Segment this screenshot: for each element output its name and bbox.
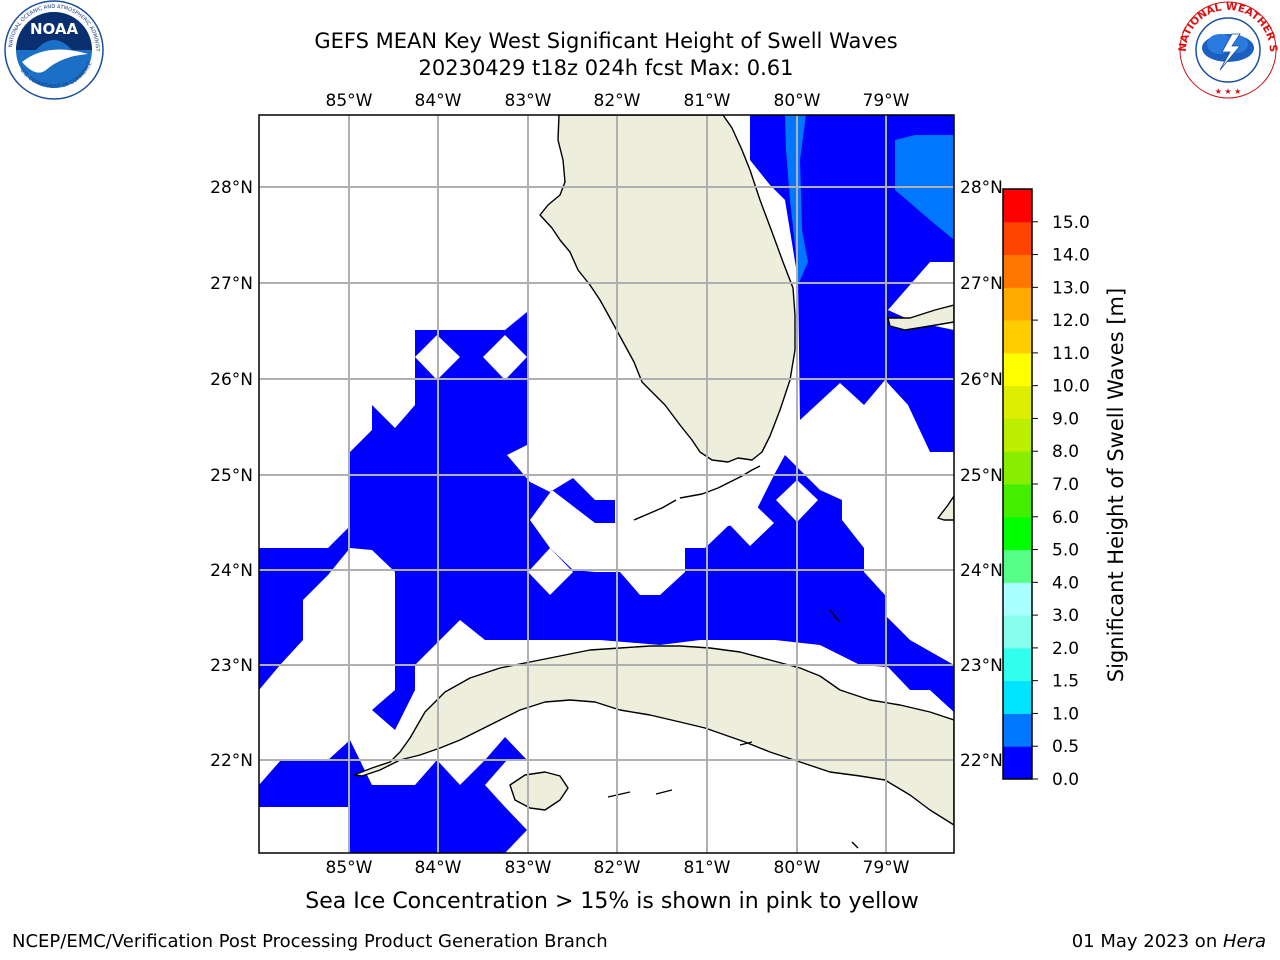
colorbar-swatch <box>1003 484 1032 518</box>
colorbar-tick-label: 4.0 <box>1052 573 1079 593</box>
noaa-logo-text: NOAA <box>30 20 79 38</box>
lat-label: 22°N <box>960 751 1003 771</box>
colorbar-swatch <box>1003 680 1032 714</box>
map-title: GEFS MEAN Key West Significant Height of… <box>314 29 898 53</box>
colorbar-swatch <box>1003 385 1032 419</box>
lat-label: 22°N <box>210 751 253 771</box>
lon-label: 81°W <box>684 858 731 878</box>
colorbar-swatch <box>1003 647 1032 682</box>
colorbar-swatch <box>1003 516 1032 551</box>
sea-ice-note: Sea Ice Concentration > 15% is shown in … <box>305 889 919 914</box>
lon-label: 79°W <box>863 858 910 878</box>
colorbar-tick-label: 10.0 <box>1052 377 1090 397</box>
colorbar-tick-label: 1.0 <box>1052 704 1079 724</box>
colorbar-ticks: 0.0 0.5 1.0 1.5 2.0 3.0 4.0 5.0 6.0 7.0 8.0 9.0 10.0… <box>1032 213 1090 790</box>
lon-label: 81°W <box>684 91 731 111</box>
lon-label: 85°W <box>326 858 373 878</box>
gridlines <box>259 115 954 853</box>
svg-text:★ ★ ★: ★ ★ ★ <box>1215 87 1242 96</box>
colorbar-swatch <box>1003 451 1032 485</box>
colorbar-tick-label: 7.0 <box>1052 475 1079 495</box>
map-subtitle: 20230429 t18z 024h fcst Max: 0.61 <box>418 56 794 80</box>
lat-label: 23°N <box>210 656 253 676</box>
map-area <box>259 115 954 853</box>
lat-label: 25°N <box>960 466 1003 486</box>
colorbar-tick-label: 6.0 <box>1052 508 1079 528</box>
lon-label: 85°W <box>326 91 373 111</box>
colorbar-tick-label: 0.0 <box>1052 770 1079 790</box>
colorbar-tick-label: 12.0 <box>1052 311 1090 331</box>
colorbar-label: Significant Height of Swell Waves [m] <box>1104 288 1128 682</box>
lon-label: 82°W <box>594 858 641 878</box>
lat-label: 28°N <box>210 178 253 198</box>
colorbar-swatch <box>1003 746 1032 780</box>
colorbar-tick-label: 8.0 <box>1052 442 1079 462</box>
lat-label: 25°N <box>210 466 253 486</box>
lon-label: 83°W <box>505 91 552 111</box>
noaa-logo: NOAA NATIONAL OCEANIC AND ATMOSPHERIC AD… <box>2 0 104 100</box>
lat-label: 24°N <box>960 561 1003 581</box>
colorbar-tick-label: 0.5 <box>1052 737 1079 757</box>
lat-label: 27°N <box>960 274 1003 294</box>
colorbar-swatch <box>1003 221 1032 256</box>
lon-label: 80°W <box>774 858 821 878</box>
map-frame <box>258 114 955 854</box>
lon-label: 79°W <box>863 91 910 111</box>
lat-label: 26°N <box>210 370 253 390</box>
lat-label: 23°N <box>960 656 1003 676</box>
colorbar-swatch <box>1003 287 1032 321</box>
land <box>353 115 954 849</box>
colorbar-tick-label: 11.0 <box>1052 344 1090 364</box>
lon-label: 84°W <box>415 91 462 111</box>
colorbar-tick-label: 13.0 <box>1052 278 1090 298</box>
colorbar-tick-label: 5.0 <box>1052 541 1079 561</box>
lon-label: 80°W <box>774 91 821 111</box>
colorbar-swatch <box>1003 582 1032 616</box>
colorbar-swatch <box>1003 615 1032 649</box>
colorbar-tick-label: 2.0 <box>1052 639 1079 659</box>
lat-labels-right: 28°N 27°N 26°N 25°N 24°N 23°N 22°N <box>960 178 1003 771</box>
colorbar <box>1003 189 1032 780</box>
lon-labels-bottom: 85°W 84°W 83°W 82°W 81°W 80°W 79°W <box>326 858 910 878</box>
colorbar-tick-label: 14.0 <box>1052 246 1090 266</box>
colorbar-swatch <box>1003 320 1032 354</box>
footer-date: 01 May 2023 on Hera <box>1072 931 1266 952</box>
lat-label: 24°N <box>210 561 253 581</box>
footer-credit: NCEP/EMC/Verification Post Processing Pr… <box>12 931 608 952</box>
lon-label: 83°W <box>505 858 552 878</box>
lon-label: 84°W <box>415 858 462 878</box>
lon-label: 82°W <box>594 91 641 111</box>
lat-label: 27°N <box>210 274 253 294</box>
nws-logo: NATIONAL WEATHER SERVICE ★ ★ ★ <box>1176 0 1279 99</box>
colorbar-swatch <box>1003 254 1032 288</box>
colorbar-swatch <box>1003 352 1032 387</box>
colorbar-swatch <box>1003 713 1032 747</box>
colorbar-tick-label: 15.0 <box>1052 213 1090 233</box>
colorbar-swatch <box>1003 418 1032 452</box>
lon-labels-top: 85°W 84°W 83°W 82°W 81°W 80°W 79°W <box>326 91 910 111</box>
footer-date-text: 01 May 2023 on <box>1071 931 1223 952</box>
colorbar-tick-label: 9.0 <box>1052 409 1079 429</box>
colorbar-swatch <box>1003 189 1032 223</box>
colorbar-tick-label: 3.0 <box>1052 606 1079 626</box>
lat-label: 28°N <box>960 178 1003 198</box>
lat-labels-left: 28°N 27°N 26°N 25°N 24°N 23°N 22°N <box>210 178 253 771</box>
colorbar-tick-label: 1.5 <box>1052 672 1079 692</box>
colorbar-frame <box>1002 188 1033 780</box>
colorbar-swatch <box>1003 549 1032 583</box>
footer-machine: Hera <box>1222 931 1266 952</box>
lat-label: 26°N <box>960 370 1003 390</box>
